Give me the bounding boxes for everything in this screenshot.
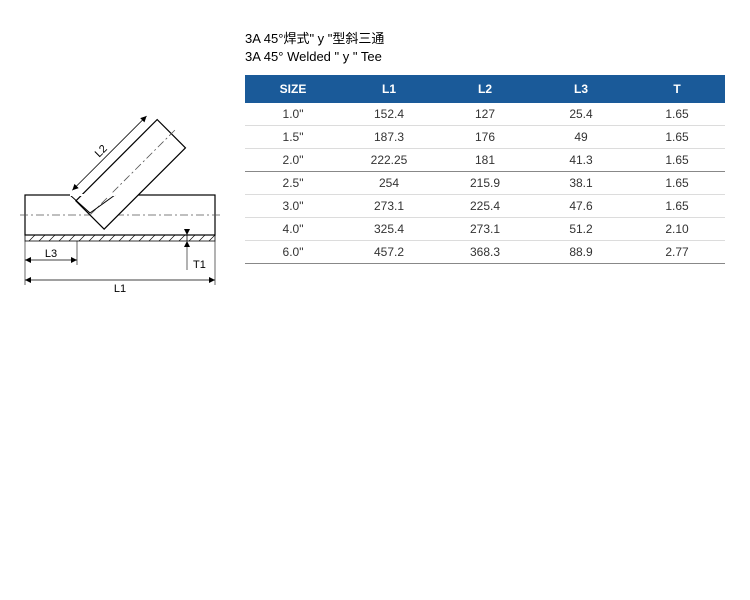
label-l3: L3 bbox=[45, 248, 57, 260]
table-cell: 51.2 bbox=[533, 218, 629, 241]
table-cell: 127 bbox=[437, 103, 533, 126]
table-cell: 4.0" bbox=[245, 218, 341, 241]
table-cell: 225.4 bbox=[437, 195, 533, 218]
table-row: 3.0"273.1225.447.61.65 bbox=[245, 195, 725, 218]
table-cell: 325.4 bbox=[341, 218, 437, 241]
table-cell: 1.65 bbox=[629, 195, 725, 218]
table-cell: 1.65 bbox=[629, 172, 725, 195]
col-l1: L1 bbox=[341, 76, 437, 103]
table-header-row: SIZE L1 L2 L3 T bbox=[245, 76, 725, 103]
table-cell: 1.65 bbox=[629, 126, 725, 149]
table-cell: 368.3 bbox=[437, 241, 533, 264]
title-block: 3A 45°焊式" y "型斜三通 3A 45° Welded " y " Te… bbox=[245, 30, 384, 66]
title-cn: 3A 45°焊式" y "型斜三通 bbox=[245, 30, 384, 48]
table-cell: 6.0" bbox=[245, 241, 341, 264]
table-cell: 47.6 bbox=[533, 195, 629, 218]
tee-diagram: L2 L1 L3 T1 bbox=[15, 85, 225, 295]
table-cell: 38.1 bbox=[533, 172, 629, 195]
table-cell: 2.0" bbox=[245, 149, 341, 172]
title-en: 3A 45° Welded " y " Tee bbox=[245, 48, 384, 66]
table-cell: 41.3 bbox=[533, 149, 629, 172]
table-row: 1.5"187.3176491.65 bbox=[245, 126, 725, 149]
table-cell: 2.10 bbox=[629, 218, 725, 241]
table-row: 1.0"152.412725.41.65 bbox=[245, 103, 725, 126]
table-cell: 222.25 bbox=[341, 149, 437, 172]
label-l2: L2 bbox=[93, 143, 110, 160]
table-cell: 176 bbox=[437, 126, 533, 149]
col-l2: L2 bbox=[437, 76, 533, 103]
table-cell: 254 bbox=[341, 172, 437, 195]
table-row: 2.0"222.2518141.31.65 bbox=[245, 149, 725, 172]
col-l3: L3 bbox=[533, 76, 629, 103]
table-row: 6.0"457.2368.388.92.77 bbox=[245, 241, 725, 264]
label-l1: L1 bbox=[114, 283, 126, 295]
table-cell: 49 bbox=[533, 126, 629, 149]
table-row: 2.5"254215.938.11.65 bbox=[245, 172, 725, 195]
table-cell: 273.1 bbox=[341, 195, 437, 218]
table-cell: 273.1 bbox=[437, 218, 533, 241]
table-cell: 88.9 bbox=[533, 241, 629, 264]
table-cell: 1.0" bbox=[245, 103, 341, 126]
table-cell: 2.77 bbox=[629, 241, 725, 264]
table-cell: 2.5" bbox=[245, 172, 341, 195]
table-cell: 25.4 bbox=[533, 103, 629, 126]
col-size: SIZE bbox=[245, 76, 341, 103]
label-t1: T1 bbox=[193, 259, 206, 271]
table-cell: 187.3 bbox=[341, 126, 437, 149]
table-cell: 3.0" bbox=[245, 195, 341, 218]
table-cell: 215.9 bbox=[437, 172, 533, 195]
table-cell: 1.65 bbox=[629, 149, 725, 172]
table-cell: 181 bbox=[437, 149, 533, 172]
table-row: 4.0"325.4273.151.22.10 bbox=[245, 218, 725, 241]
table-cell: 457.2 bbox=[341, 241, 437, 264]
spec-table: SIZE L1 L2 L3 T 1.0"152.412725.41.651.5"… bbox=[245, 75, 725, 264]
table-cell: 1.65 bbox=[629, 103, 725, 126]
col-t: T bbox=[629, 76, 725, 103]
table-cell: 152.4 bbox=[341, 103, 437, 126]
table-cell: 1.5" bbox=[245, 126, 341, 149]
